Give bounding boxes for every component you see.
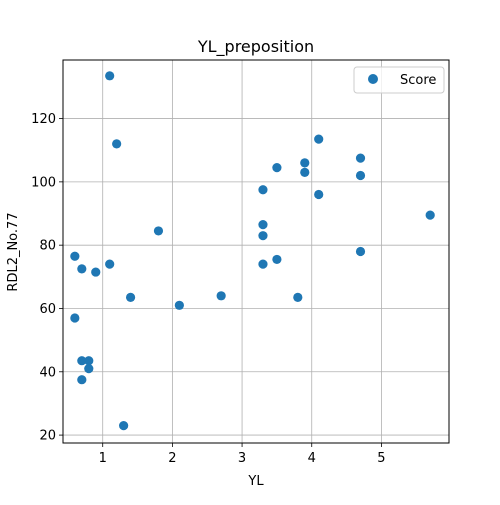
scatter-point xyxy=(84,364,94,374)
y-axis-label: RDL2_No.77 xyxy=(6,212,21,291)
y-tick-label: 80 xyxy=(39,239,56,254)
scatter-point xyxy=(272,254,282,265)
scatter-point xyxy=(70,251,80,261)
scatter-point xyxy=(91,267,101,277)
y-tick-label: 100 xyxy=(31,175,56,190)
scatter-point xyxy=(355,170,366,181)
y-tick-label: 40 xyxy=(39,365,56,380)
x-tick-label: 4 xyxy=(308,451,316,466)
scatter-point xyxy=(174,300,184,310)
data-points xyxy=(70,71,435,431)
x-tick-label: 1 xyxy=(99,451,107,466)
scatter-point xyxy=(105,71,115,81)
scatter-point xyxy=(84,356,94,366)
scatter-point xyxy=(355,153,366,163)
scatter-point xyxy=(355,246,366,257)
scatter-point xyxy=(216,291,226,301)
axis-ticks: 1 2 3 4 5 20 40 60 80 100 120 xyxy=(31,112,385,466)
y-tick-label: 20 xyxy=(39,429,56,444)
scatter-point xyxy=(293,292,303,302)
scatter-point xyxy=(258,259,268,269)
scatter-point xyxy=(314,189,324,200)
scatter-point xyxy=(70,313,80,323)
scatter-point xyxy=(300,158,310,168)
legend: Score xyxy=(353,66,445,94)
y-tick-label: 120 xyxy=(31,112,56,127)
scatter-point xyxy=(314,134,324,144)
x-tick-label: 3 xyxy=(238,451,246,466)
legend-marker-score xyxy=(368,74,378,84)
chart-title: YL_preposition xyxy=(197,37,314,57)
scatter-point xyxy=(105,259,115,269)
x-axis-label: YL xyxy=(247,474,264,489)
scatter-point xyxy=(77,375,87,385)
scatter-point xyxy=(425,210,435,220)
scatter-point xyxy=(258,219,268,230)
scatter-point xyxy=(153,226,164,236)
y-tick-label: 60 xyxy=(39,302,56,317)
legend-box xyxy=(353,66,445,94)
x-tick-label: 2 xyxy=(168,451,176,466)
scatter-point xyxy=(125,292,136,302)
plot-frame xyxy=(62,59,450,444)
scatter-point xyxy=(258,185,268,195)
scatter-point xyxy=(77,356,87,366)
grid xyxy=(63,60,449,443)
x-tick-label: 5 xyxy=(377,451,385,466)
scatter-point xyxy=(119,420,129,431)
scatter-point xyxy=(258,231,268,241)
scatter-point xyxy=(272,163,282,173)
scatter-point xyxy=(300,167,310,177)
legend-label-score: Score xyxy=(400,73,436,88)
scatter-point xyxy=(112,139,122,149)
scatter-point xyxy=(77,264,87,274)
